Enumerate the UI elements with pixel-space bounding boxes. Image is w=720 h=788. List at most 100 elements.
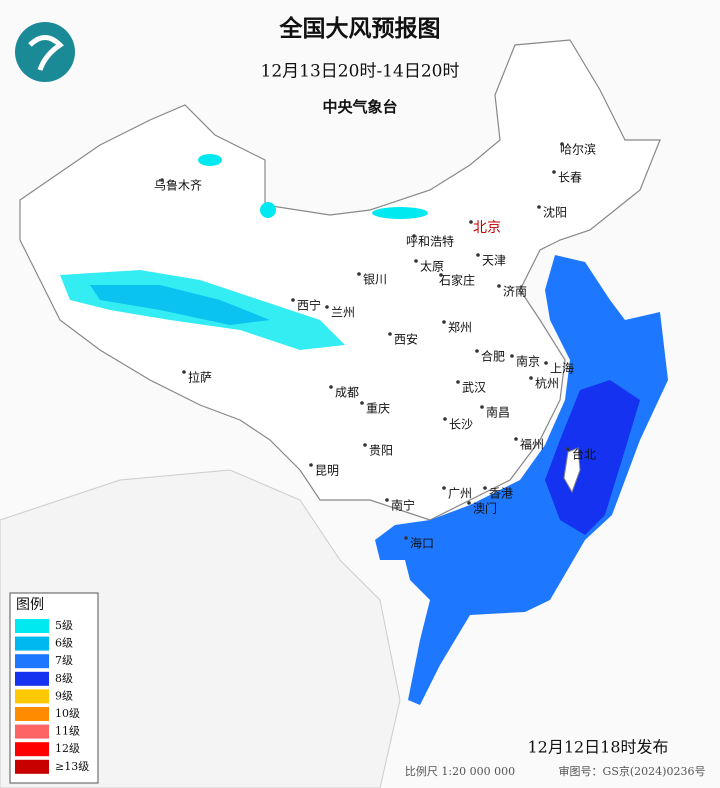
city-label: 长沙 [449, 418, 473, 432]
city-label: 合肥 [481, 349, 505, 364]
city-dot [510, 354, 514, 358]
city-dot [291, 298, 295, 302]
city-label: 上海 [550, 361, 574, 376]
city-dot [476, 253, 480, 257]
legend-label: 12级 [55, 742, 80, 755]
wind-zone-5 [372, 207, 428, 219]
city-dot [363, 443, 367, 447]
city-dot [480, 405, 484, 409]
legend: 图例 5级 6级 7级 8级 9级 10级 11级 12级 ≥13级 [9, 592, 99, 784]
title: 全国大风预报图 [279, 15, 441, 42]
agency: 中央气象台 [322, 98, 397, 116]
legend-swatch [15, 636, 49, 651]
legend-label: 5级 [55, 619, 73, 632]
city-label: 银川 [363, 273, 387, 287]
city-dot [414, 259, 418, 263]
city-label: 海口 [410, 536, 434, 551]
scale: 比例尺 1:20 000 000 [405, 764, 515, 778]
city-label: 重庆 [366, 402, 390, 416]
city-label: 拉萨 [188, 370, 212, 385]
city-dot [544, 361, 548, 365]
legend-label: ≥13级 [55, 760, 89, 773]
capital-label: 北京 [473, 220, 501, 236]
city-dot [357, 272, 361, 276]
city-label: 香港 [489, 487, 513, 501]
city-label: 台北 [572, 447, 596, 462]
legend-swatch [15, 759, 49, 774]
legend-label: 11级 [55, 725, 80, 738]
legend-swatch [15, 689, 49, 704]
legend-swatch [15, 671, 49, 686]
city-dot [560, 142, 564, 146]
city-label: 天津 [482, 254, 506, 268]
city-dot [497, 284, 501, 288]
city-dot [412, 234, 416, 238]
city-label: 昆明 [315, 464, 339, 478]
taiwan-island [563, 447, 581, 494]
city-dot [388, 332, 392, 336]
city-dot [529, 376, 533, 380]
city-dot [329, 385, 333, 389]
city-dot [443, 417, 447, 421]
city-dot [456, 380, 460, 384]
period: 12月13日20时-14日20时 [261, 62, 460, 82]
logo [15, 22, 75, 82]
city-dot [309, 463, 313, 467]
city-label: 贵阳 [369, 444, 393, 458]
city-dot [404, 536, 408, 540]
wind-zone-5 [260, 202, 276, 218]
city-label: 西安 [394, 332, 418, 347]
legend-swatch [15, 619, 49, 633]
china-outline [19, 39, 661, 521]
legend-label: 9级 [55, 689, 73, 702]
city-dot [160, 178, 164, 182]
wind-zone-5 [198, 154, 222, 166]
city-label: 哈尔滨 [560, 142, 596, 157]
legend-label: 6级 [55, 637, 73, 650]
city-label: 西宁 [297, 298, 321, 313]
city-dot [566, 447, 570, 451]
city-label: 呼和浩特 [406, 234, 454, 249]
city-label: 南京 [516, 354, 540, 369]
legend-swatch [15, 654, 49, 669]
city-dot [442, 320, 446, 324]
city-label: 杭州 [535, 376, 559, 391]
city-dot [182, 370, 186, 374]
city-label: 兰州 [331, 306, 355, 320]
wind-zones [60, 154, 668, 705]
city-label: 乌鲁木齐 [154, 178, 202, 193]
legend-label: 10级 [55, 707, 80, 720]
legend-title: 图例 [16, 597, 44, 613]
city-dot [360, 401, 364, 405]
wind-zone-8 [545, 380, 640, 535]
logo-mark [28, 35, 64, 71]
legend-label: 8级 [55, 672, 73, 685]
city-dot [483, 486, 487, 490]
city-dot [442, 486, 446, 490]
city-label: 武汉 [462, 381, 486, 395]
city-dot [537, 205, 541, 209]
city-dot [475, 349, 479, 353]
city-label: 广州 [448, 487, 472, 501]
city-labels: 哈尔滨 长春 沈阳 乌鲁木齐 呼和浩特 北京 天津 太原 石家庄 银川 济南 西… [154, 142, 596, 551]
city-dot [469, 220, 473, 224]
wind-zone-7 [375, 255, 668, 705]
city-label: 澳门 [473, 501, 497, 516]
city-dot [385, 498, 389, 502]
legend-swatch [15, 724, 49, 739]
city-label: 长春 [558, 171, 582, 185]
city-dot [439, 273, 443, 277]
city-label: 太原 [420, 259, 444, 274]
city-label: 济南 [503, 284, 527, 299]
city-label: 沈阳 [543, 205, 567, 220]
city-label: 石家庄 [439, 273, 475, 288]
city-dot [552, 170, 556, 174]
city-label: 南宁 [391, 498, 415, 513]
city-dot [325, 305, 329, 309]
city-label: 南昌 [486, 405, 510, 420]
legend-swatch [15, 707, 49, 721]
city-label: 成都 [335, 386, 359, 400]
neighbor-land [0, 469, 401, 788]
city-dot [514, 437, 518, 441]
